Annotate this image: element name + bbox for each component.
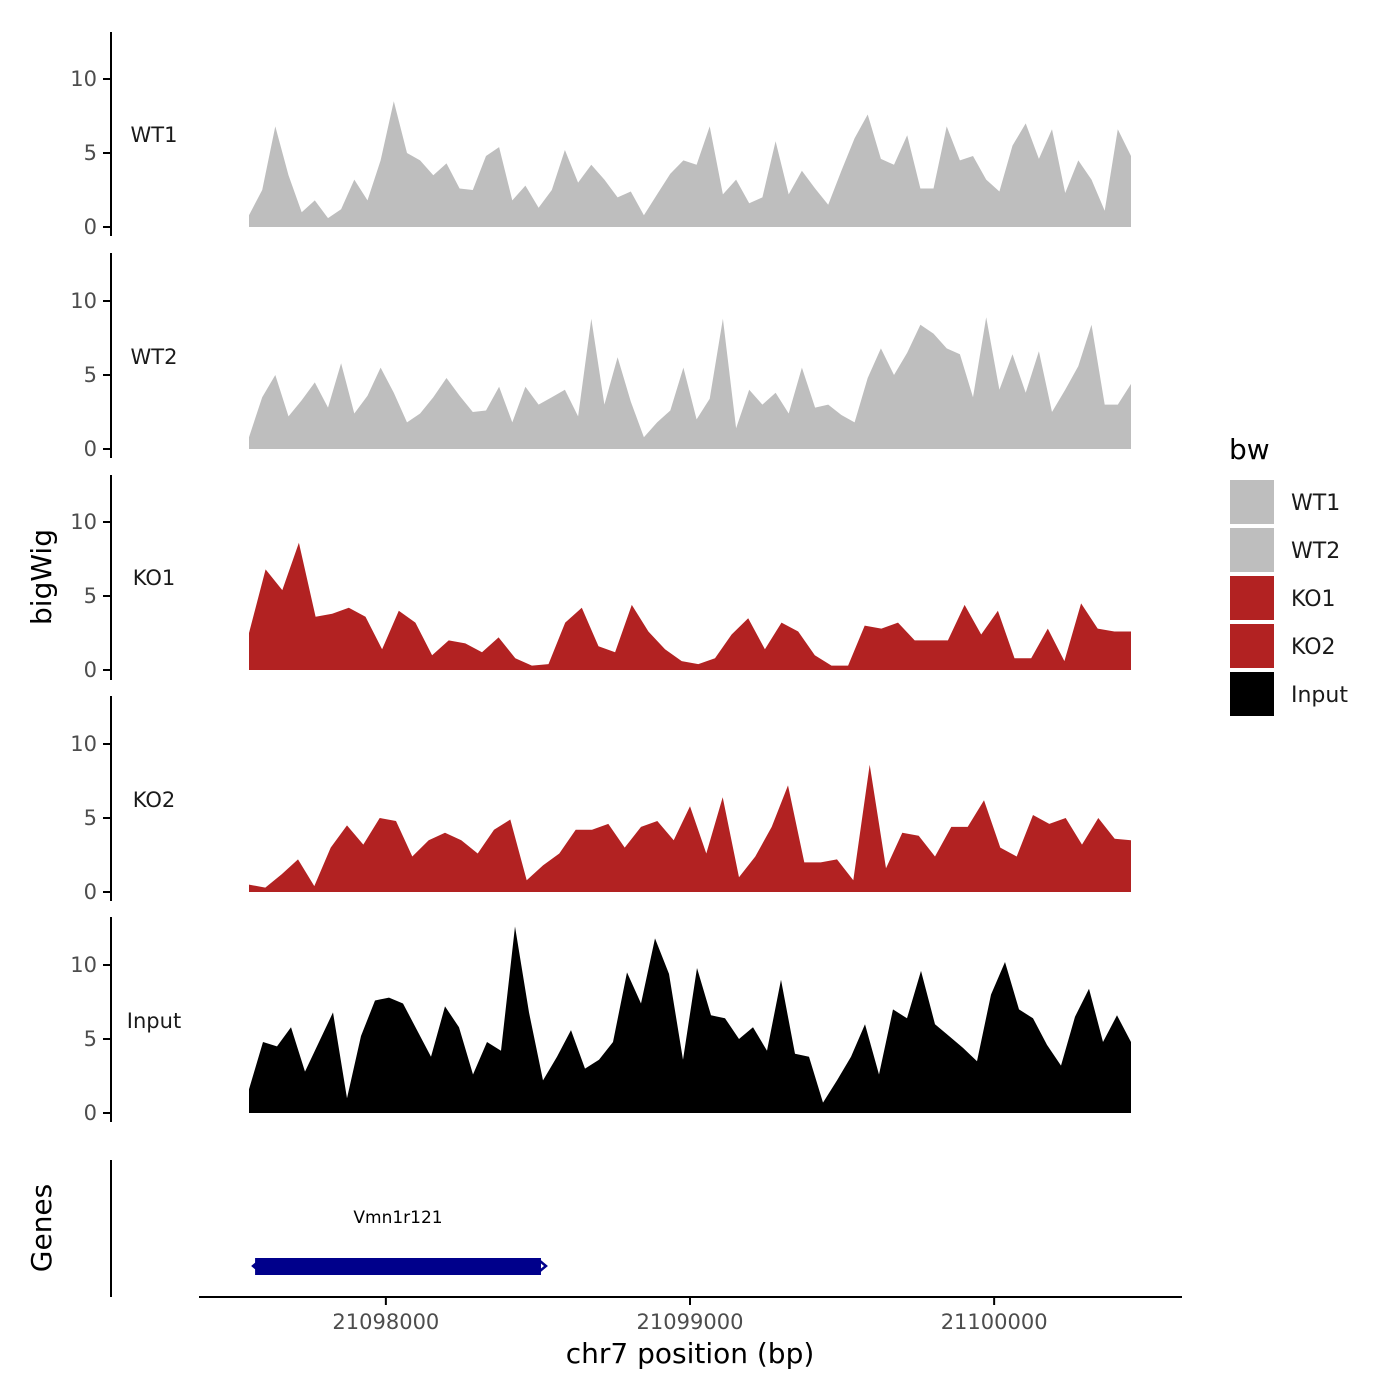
gene-track: Vmn1r121: [251, 1208, 548, 1275]
y-axis-title: bigWig: [25, 529, 58, 625]
legend-key-ko2: [1230, 624, 1274, 668]
area-ko1: [249, 542, 1131, 670]
y-tick-label-input-5: 5: [84, 1027, 97, 1051]
area-ko2: [249, 764, 1131, 892]
panel-wt1: 0 5 10 WT1: [70, 67, 1131, 239]
x-axis: 21098000 21099000 21100000: [199, 1296, 1182, 1334]
gene-label: Vmn1r121: [353, 1208, 442, 1228]
track-label-wt1: WT1: [131, 123, 178, 147]
y-tick-label-wt2-10: 10: [70, 289, 97, 313]
y-tick-label-ko2-5: 5: [84, 806, 97, 830]
y-tick-label-wt1-5: 5: [84, 141, 97, 165]
legend-label-wt2: WT2: [1291, 539, 1340, 564]
track-label-wt2: WT2: [131, 345, 178, 369]
y-tick-label-ko2-10: 10: [70, 732, 97, 756]
x-tick-label-21099000: 21099000: [637, 1310, 744, 1334]
signal-panels: 0 5 10 WT1 0 5 10 WT2 0 5 10 KO1 0 5 10 KO2 0 5 10 Input: [70, 67, 1131, 1125]
legend-label-wt1: WT1: [1291, 491, 1340, 516]
legend-entries: WT1 WT2 KO1 KO2 Input: [1230, 480, 1348, 716]
track-label-ko1: KO1: [133, 566, 176, 590]
panel-ko1: 0 5 10 KO1: [70, 510, 1131, 682]
track-label-ko2: KO2: [133, 788, 176, 812]
area-wt2: [249, 317, 1131, 449]
panel-input: 0 5 10 Input: [70, 926, 1131, 1125]
area-wt1: [249, 101, 1131, 227]
area-input: [249, 926, 1131, 1113]
panel-wt2: 0 5 10 WT2: [70, 289, 1131, 461]
y-tick-label-input-0: 0: [84, 1101, 97, 1125]
gene-strand-arrow-end: [539, 1260, 548, 1272]
x-tick-label-21098000: 21098000: [332, 1310, 439, 1334]
genes-axis-title: Genes: [25, 1184, 58, 1272]
y-tick-label-ko1-0: 0: [84, 658, 97, 682]
track-label-input: Input: [127, 1009, 181, 1033]
x-axis-title: chr7 position (bp): [566, 1337, 815, 1370]
legend-key-ko1: [1230, 576, 1274, 620]
legend-key-wt1: [1230, 480, 1274, 524]
y-tick-label-wt1-0: 0: [84, 215, 97, 239]
y-tick-label-ko1-10: 10: [70, 510, 97, 534]
y-tick-label-ko2-0: 0: [84, 880, 97, 904]
legend-label-ko1: KO1: [1291, 587, 1336, 612]
gene-strand-arrow-start: [251, 1260, 260, 1272]
y-tick-label-wt2-5: 5: [84, 363, 97, 387]
panel-ko2: 0 5 10 KO2: [70, 732, 1131, 904]
legend: bw WT1 WT2 KO1 KO2 Input: [1229, 433, 1348, 716]
legend-key-input: [1230, 672, 1274, 716]
legend-label-input: Input: [1291, 683, 1348, 708]
legend-label-ko2: KO2: [1291, 635, 1336, 660]
y-tick-label-wt2-0: 0: [84, 437, 97, 461]
gene-body: [255, 1258, 541, 1275]
x-tick-label-21100000: 21100000: [941, 1310, 1048, 1334]
legend-title: bw: [1229, 433, 1270, 466]
x-ticks: 21098000 21099000 21100000: [332, 1297, 1048, 1334]
legend-key-wt2: [1230, 528, 1274, 572]
y-tick-label-wt1-10: 10: [70, 67, 97, 91]
y-tick-label-input-10: 10: [70, 953, 97, 977]
y-tick-label-ko1-5: 5: [84, 584, 97, 608]
